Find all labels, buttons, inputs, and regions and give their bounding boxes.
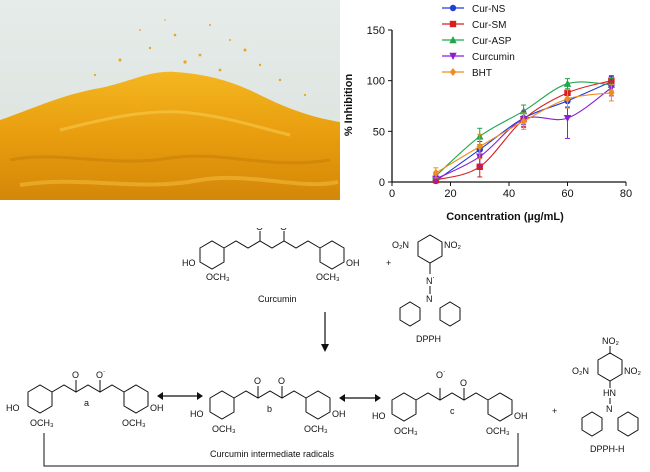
curcumin-molecule: O O HO OCH₃ OH OCH₃ Curcumin bbox=[182, 228, 360, 304]
dpph-h-no2-right: NO₂ bbox=[624, 366, 642, 376]
radical-a-och3-left: OCH₃ bbox=[30, 418, 54, 428]
x-tick-label: 20 bbox=[444, 188, 456, 200]
data-point bbox=[520, 117, 527, 126]
curcumin-och3-left: OCH₃ bbox=[206, 272, 230, 282]
data-point bbox=[563, 79, 572, 87]
legend-label: Curcumin bbox=[472, 52, 515, 63]
radical-c: O˙ O c HO OCH₃ OH OCH₃ bbox=[372, 370, 528, 436]
radical-c-och3-right: OCH₃ bbox=[486, 426, 510, 436]
radical-c-o1: O˙ bbox=[436, 370, 446, 380]
powder-speckles bbox=[93, 19, 307, 97]
radical-b-letter: b bbox=[267, 404, 272, 414]
radical-c-och3-left: OCH₃ bbox=[394, 426, 418, 436]
intermediates-caption: Curcumin intermediate radicals bbox=[210, 449, 335, 459]
inhibition-chart: 0 20 40 60 80 0 50 100 150 % Inhibition Concentr… bbox=[343, 4, 632, 223]
y-tick-label: 100 bbox=[367, 76, 385, 88]
data-point bbox=[432, 168, 440, 177]
powder-texture-1 bbox=[9, 154, 331, 165]
curcumin-powder-photo bbox=[0, 0, 340, 200]
radical-a: O O˙ a HO OCH₃ OH OCH₃ bbox=[6, 370, 164, 428]
radical-a-ho: HO bbox=[6, 403, 20, 413]
series-line-curcumin bbox=[435, 87, 612, 180]
legend-marker bbox=[449, 20, 457, 28]
radical-b-oh: OH bbox=[332, 409, 346, 419]
x-tick-label: 80 bbox=[620, 188, 632, 200]
data-point bbox=[563, 114, 572, 123]
dpph-molecule: O₂N NO₂ N˙ N DPPH bbox=[392, 234, 462, 344]
radical-c-oh: OH bbox=[514, 411, 528, 421]
dpph-n-radical: N˙ bbox=[426, 276, 436, 286]
radical-c-o2: O bbox=[460, 378, 467, 388]
radical-c-letter: c bbox=[450, 406, 455, 416]
dpph-h-n: N bbox=[606, 404, 613, 414]
reaction-arrow-down bbox=[321, 312, 329, 352]
x-tick-label: 40 bbox=[503, 188, 515, 200]
y-axis-label: % Inhibition bbox=[343, 74, 355, 137]
x-tick-label: 0 bbox=[389, 188, 395, 200]
dpph-h-molecule: NO₂ O₂N NO₂ HN N DPPH-H bbox=[572, 336, 642, 454]
radical-b-ho: HO bbox=[190, 409, 204, 419]
legend-label: Cur-SM bbox=[472, 20, 506, 31]
legend-label: Cur-NS bbox=[472, 4, 506, 15]
legend-marker bbox=[449, 36, 457, 44]
plus-sign-top: + bbox=[386, 258, 391, 268]
legend-marker bbox=[449, 68, 457, 76]
radical-c-ho: HO bbox=[372, 411, 386, 421]
data-point bbox=[476, 142, 483, 151]
legend: Cur-NS Cur-SM Cur-ASP Curcumin BHT bbox=[442, 4, 515, 79]
x-tick-label: 60 bbox=[561, 188, 573, 200]
y-tick-label: 0 bbox=[379, 177, 385, 189]
legend-label: Cur-ASP bbox=[472, 36, 512, 47]
curcumin-och3-right: OCH₃ bbox=[316, 272, 340, 282]
legend-marker bbox=[449, 4, 457, 12]
ketone-o-1: O bbox=[256, 228, 263, 232]
radical-a-oh: OH bbox=[150, 403, 164, 413]
dpph-h-no2-top: NO₂ bbox=[602, 336, 620, 346]
radical-b-o2: O bbox=[278, 376, 285, 386]
curcumin-oh-right: OH bbox=[346, 258, 360, 268]
radical-b-och3-right: OCH₃ bbox=[304, 424, 328, 434]
radical-a-och3-right: OCH₃ bbox=[122, 418, 146, 428]
plus-sign-bottom: + bbox=[552, 406, 557, 416]
curcumin-ho-left: HO bbox=[182, 258, 196, 268]
resonance-arrow-bc bbox=[339, 394, 381, 402]
ketone-o-2: O bbox=[280, 228, 287, 232]
y-tick-label: 150 bbox=[367, 25, 385, 37]
dpph-name: DPPH bbox=[416, 334, 441, 344]
curcumin-name: Curcumin bbox=[258, 294, 297, 304]
legend-label: BHT bbox=[472, 68, 492, 79]
radical-b: O O b HO OCH₃ OH OCH₃ bbox=[190, 376, 346, 434]
dpph-h-name: DPPH-H bbox=[590, 444, 625, 454]
dpph-no2-left: O₂N bbox=[392, 240, 409, 250]
powder-texture-2 bbox=[19, 175, 339, 187]
radical-b-och3-left: OCH₃ bbox=[212, 424, 236, 434]
powder-texture-3 bbox=[59, 110, 291, 137]
dpph-h-no2-left: O₂N bbox=[572, 366, 589, 376]
resonance-arrow-ab bbox=[157, 392, 203, 400]
legend-marker bbox=[449, 52, 457, 60]
data-point bbox=[564, 94, 571, 103]
intermediates-bracket: Curcumin intermediate radicals bbox=[43, 433, 519, 467]
dpph-no2-right: NO₂ bbox=[444, 240, 462, 250]
radical-b-o1: O bbox=[254, 376, 261, 386]
radical-a-o1: O bbox=[72, 370, 79, 380]
powder-mound bbox=[0, 71, 340, 200]
radical-a-o2: O˙ bbox=[96, 370, 106, 380]
radical-a-letter: a bbox=[84, 398, 89, 408]
plot-area: 0 20 40 60 80 0 50 100 150 bbox=[367, 25, 632, 200]
dpph-n: N bbox=[426, 294, 433, 304]
x-axis-label: Concentration (µg/mL) bbox=[446, 211, 564, 223]
data-point bbox=[608, 88, 615, 97]
reaction-scheme: O O HO OCH₃ OH OCH₃ Curcumin + O₂N NO₂ N… bbox=[6, 228, 642, 467]
y-tick-label: 50 bbox=[373, 126, 385, 138]
dpph-h-hn: HN bbox=[603, 388, 616, 398]
